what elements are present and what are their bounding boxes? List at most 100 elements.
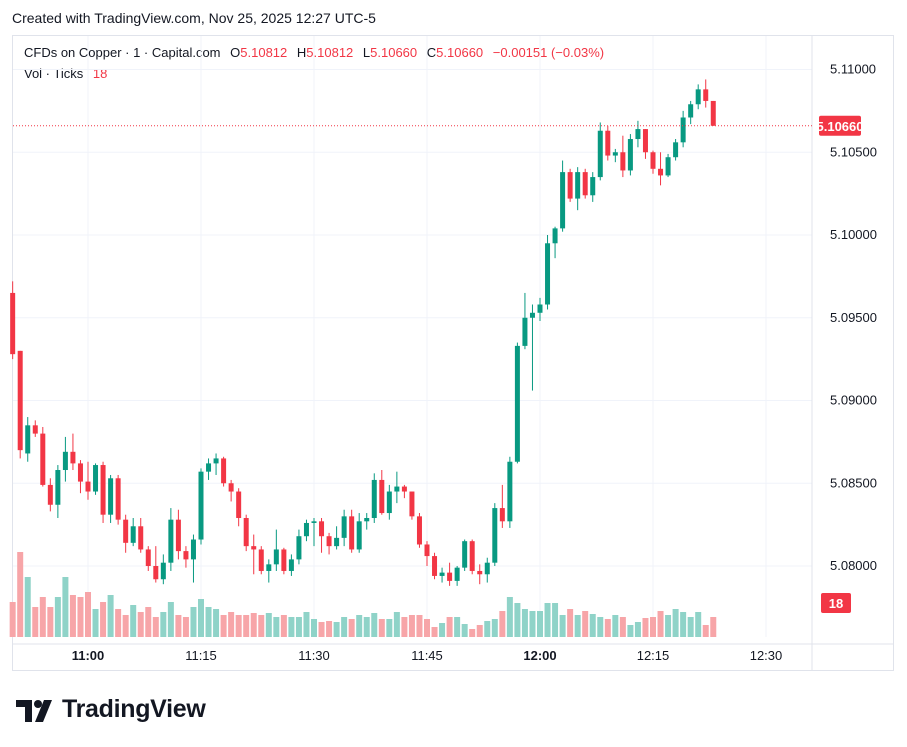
candle	[612, 148, 618, 163]
candle	[409, 491, 415, 520]
candle-body	[10, 292, 16, 355]
volume-bar	[642, 618, 649, 637]
tradingview-logo-icon	[16, 700, 52, 722]
volume-bar	[431, 627, 438, 637]
volume-bar	[258, 615, 265, 637]
candle	[499, 484, 505, 528]
volume-bar	[446, 617, 453, 637]
candle-body	[439, 572, 445, 576]
candle-body	[507, 461, 513, 522]
volume-bar	[303, 612, 310, 637]
candle-body	[394, 486, 400, 492]
volume-bar	[499, 611, 506, 637]
x-tick-label: 12:15	[637, 648, 670, 663]
x-tick-label: 12:00	[523, 648, 556, 663]
volume-bar	[190, 607, 197, 637]
candle-body	[710, 100, 716, 126]
y-tick-label: 5.08000	[830, 558, 877, 573]
candle	[288, 554, 294, 576]
candle	[371, 473, 377, 523]
candle-body	[590, 177, 596, 196]
volume-bar	[687, 617, 694, 637]
volume-bar	[348, 619, 355, 637]
candle-body	[40, 433, 46, 485]
candle-body	[499, 508, 505, 522]
volume-bar	[167, 602, 174, 637]
volume-bar	[213, 609, 220, 637]
candle	[123, 514, 129, 553]
candle	[296, 529, 302, 565]
symbol-title[interactable]: CFDs on Copper · 1 · Capital.com	[24, 45, 221, 60]
candle	[55, 465, 61, 519]
volume-bar	[152, 617, 159, 637]
volume-bar	[356, 615, 363, 637]
candle-body	[93, 465, 99, 492]
candle	[319, 518, 325, 553]
candle	[635, 120, 641, 148]
candle-body	[168, 519, 174, 563]
candle	[160, 554, 166, 585]
volume-bar	[100, 602, 107, 637]
volume-bar	[77, 597, 84, 637]
candle	[213, 453, 219, 475]
volume-bar	[115, 609, 122, 637]
candle	[620, 135, 626, 178]
volume-bar	[69, 595, 76, 637]
volume-bar	[619, 617, 626, 637]
change-value: −0.00151 (−0.03%)	[492, 45, 605, 60]
candle-body	[665, 157, 671, 176]
y-tick-label: 5.09500	[830, 310, 877, 325]
candle-body	[266, 564, 272, 571]
candle	[145, 546, 151, 571]
volume-bar	[506, 597, 513, 637]
candle-body	[47, 484, 53, 505]
candle	[560, 160, 566, 232]
candle-body	[575, 172, 581, 199]
candle	[432, 552, 438, 580]
volume-bar	[401, 617, 408, 637]
candle	[605, 125, 611, 161]
volume-bar	[491, 619, 498, 637]
candle-body	[311, 521, 317, 523]
y-tick-label: 5.08500	[830, 475, 877, 490]
volume-bar	[280, 615, 287, 637]
candle-body	[77, 463, 83, 482]
candle	[401, 484, 407, 499]
x-tick-label: 11:15	[185, 648, 217, 663]
volume-bar	[612, 615, 619, 637]
candle-body	[303, 522, 309, 537]
volume-bar	[408, 615, 415, 637]
candle	[303, 519, 309, 542]
volume-bar	[665, 615, 672, 637]
candle-body	[642, 129, 648, 153]
candle-body	[206, 463, 212, 472]
candle-body	[183, 551, 189, 560]
candle-body	[537, 304, 543, 313]
candle	[552, 226, 558, 259]
candle	[454, 566, 460, 586]
candle	[484, 557, 490, 583]
candle	[424, 541, 430, 566]
low-value: 5.10660	[370, 45, 418, 60]
low-label: L	[362, 45, 371, 60]
candle	[341, 509, 347, 547]
volume-bar	[273, 617, 280, 637]
candle	[439, 567, 445, 583]
candle	[673, 139, 679, 161]
candle	[17, 350, 23, 459]
candle-body	[221, 458, 227, 484]
candle	[650, 150, 656, 174]
candle	[537, 297, 543, 322]
candle	[507, 456, 513, 528]
candle-body	[612, 152, 618, 156]
candle-body	[605, 130, 611, 156]
candle	[93, 463, 99, 495]
candle-body	[62, 451, 68, 471]
candle-body	[100, 465, 106, 515]
volume-bar	[710, 617, 717, 637]
candle	[447, 562, 453, 586]
volume-bar	[567, 609, 574, 637]
volume-bar	[243, 615, 250, 637]
candle-body	[371, 479, 377, 519]
